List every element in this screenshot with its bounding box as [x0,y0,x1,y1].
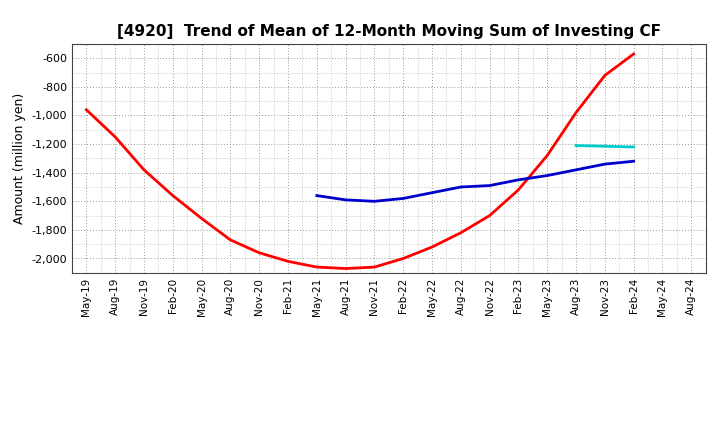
3 Years [197,216,206,221]
5 Years [485,183,494,188]
3 Years [111,134,120,139]
Line: 3 Years: 3 Years [86,54,634,268]
3 Years [168,193,177,198]
5 Years [600,161,609,167]
3 Years [140,167,148,172]
Y-axis label: Amount (million yen): Amount (million yen) [13,93,26,224]
Title: [4920]  Trend of Mean of 12-Month Moving Sum of Investing CF: [4920] Trend of Mean of 12-Month Moving … [117,24,661,39]
3 Years [600,73,609,78]
3 Years [399,256,408,261]
Line: 5 Years: 5 Years [317,161,634,201]
3 Years [341,266,350,271]
7 Years [629,144,638,150]
5 Years [312,193,321,198]
5 Years [514,177,523,183]
3 Years [370,264,379,270]
3 Years [428,244,436,249]
5 Years [428,190,436,195]
3 Years [629,51,638,57]
7 Years [572,143,580,148]
3 Years [514,187,523,192]
5 Years [370,198,379,204]
3 Years [284,259,292,264]
5 Years [456,184,465,190]
5 Years [543,173,552,178]
7 Years [600,143,609,149]
3 Years [226,237,235,242]
3 Years [485,213,494,218]
5 Years [572,167,580,172]
3 Years [572,110,580,115]
3 Years [543,153,552,158]
5 Years [341,197,350,202]
5 Years [629,158,638,164]
3 Years [82,107,91,112]
3 Years [456,230,465,235]
Line: 7 Years: 7 Years [576,146,634,147]
3 Years [255,250,264,255]
5 Years [399,196,408,201]
3 Years [312,264,321,270]
